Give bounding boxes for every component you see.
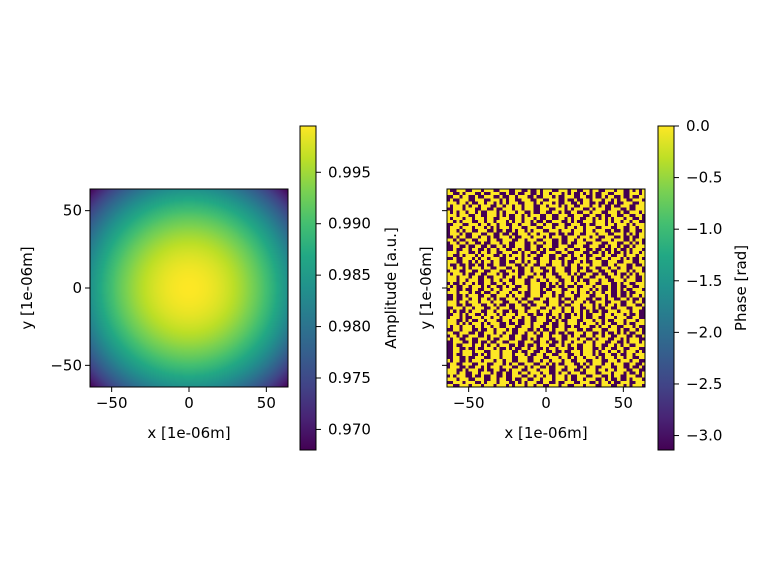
amplitude-y-ticks: −50 0 50 xyxy=(50,202,90,374)
amplitude-colorbar-tick-label: 0.985 xyxy=(328,266,371,284)
phase-y-axis-label: y [1e-06m] xyxy=(417,246,435,329)
phase-x-tick-label: 0 xyxy=(541,394,551,412)
amplitude-x-tick-label: 50 xyxy=(257,394,276,412)
amplitude-colorbar-gradient xyxy=(299,125,317,451)
phase-heatmap xyxy=(447,189,645,387)
amplitude-y-tick-label: 50 xyxy=(63,202,82,220)
amplitude-y-axis-label: y [1e-06m] xyxy=(18,246,36,329)
amplitude-y-tick-label: 0 xyxy=(72,279,82,297)
phase-colorbar-gradient xyxy=(657,125,675,451)
phase-y-ticks xyxy=(442,210,447,366)
amplitude-colorbar-tick-label: 0.975 xyxy=(328,369,371,387)
phase-x-ticks: −50 0 50 xyxy=(453,387,633,412)
phase-colorbar: 0.0 −0.5 −1.0 −1.5 −2.0 −2.5 −3.0 Phase [rad] xyxy=(657,117,750,451)
amplitude-colorbar-tick-label: 0.990 xyxy=(328,215,371,233)
phase-colorbar-tick-label: −1.0 xyxy=(686,220,722,238)
amplitude-colorbar-tick-label: 0.995 xyxy=(328,163,371,181)
phase-colorbar-tick-label: −0.5 xyxy=(686,169,722,187)
amplitude-x-axis-label: x [1e-06m] xyxy=(147,424,230,442)
phase-colorbar-label: Phase [rad] xyxy=(732,245,750,331)
amplitude-x-tick-label: 0 xyxy=(184,394,194,412)
phase-colorbar-tick-label: −1.5 xyxy=(686,272,722,290)
phase-x-tick-label: −50 xyxy=(453,394,485,412)
amplitude-colorbar-tick-label: 0.980 xyxy=(328,318,371,336)
amplitude-y-tick-label: −50 xyxy=(50,356,82,374)
amplitude-x-ticks: −50 0 50 xyxy=(96,387,276,412)
amplitude-x-tick-label: −50 xyxy=(96,394,128,412)
phase-colorbar-ticks: 0.0 −0.5 −1.0 −1.5 −2.0 −2.5 −3.0 xyxy=(674,117,722,445)
amplitude-colorbar: 0.970 0.975 0.980 0.985 0.990 0.995 Amplitude… xyxy=(299,125,400,451)
phase-colorbar-tick-label: −3.0 xyxy=(686,427,722,445)
phase-colorbar-tick-label: −2.5 xyxy=(686,375,722,393)
amplitude-colorbar-ticks: 0.970 0.975 0.980 0.985 0.990 0.995 xyxy=(316,163,371,438)
amplitude-panel: −50 0 50 −50 0 50 x [1e-06m] y [1e-06m] xyxy=(18,188,289,442)
phase-colorbar-tick-label: −2.0 xyxy=(686,323,722,341)
phase-colorbar-tick-label: 0.0 xyxy=(686,117,710,135)
amplitude-colorbar-label: Amplitude [a.u.] xyxy=(382,227,400,349)
phase-panel: −50 0 50 x [1e-06m] y [1e-06m] xyxy=(417,188,646,442)
phase-x-tick-label: 50 xyxy=(614,394,633,412)
amplitude-colorbar-tick-label: 0.970 xyxy=(328,420,371,438)
phase-x-axis-label: x [1e-06m] xyxy=(504,424,587,442)
amplitude-heatmap xyxy=(90,189,288,387)
